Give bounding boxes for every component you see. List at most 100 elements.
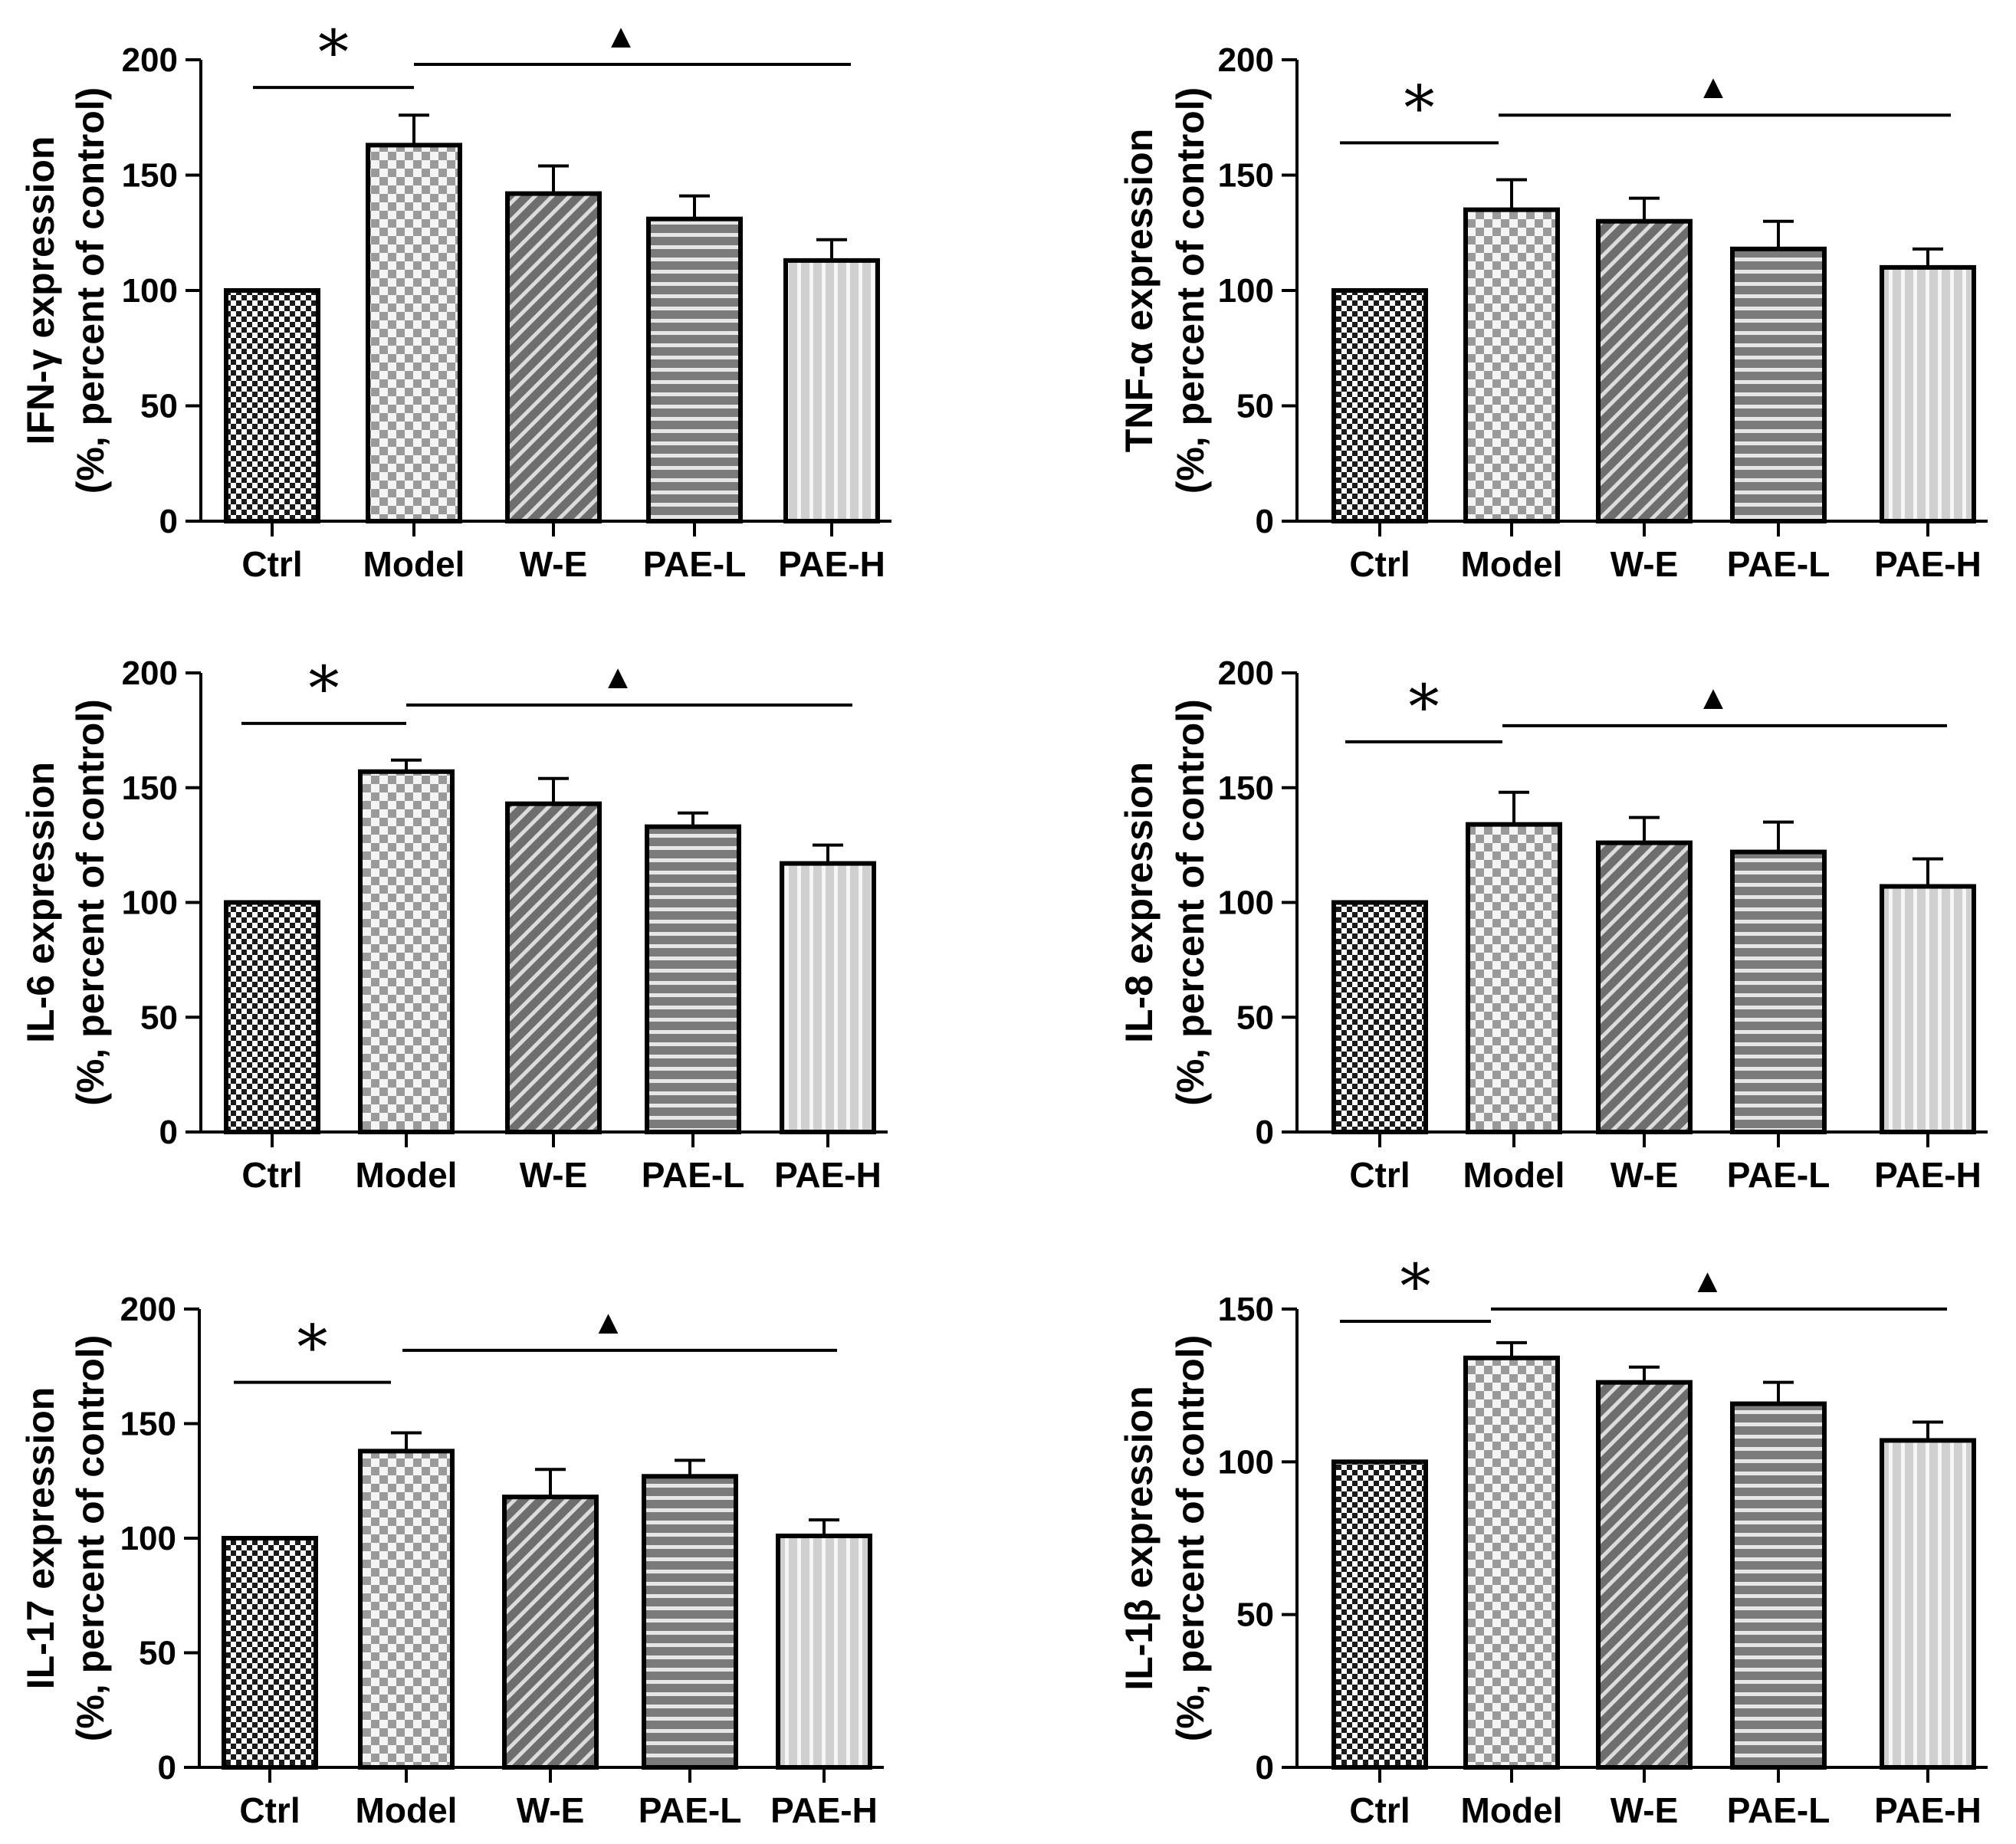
x-tick-label: PAE-H (1874, 1155, 1982, 1195)
bar-pae-l (1730, 849, 1827, 1134)
bar-pae-h (780, 861, 876, 1134)
x-tick-label: PAE-L (1727, 1790, 1830, 1830)
bar-w-e (1596, 218, 1693, 523)
bar-model (1466, 822, 1562, 1135)
bar-model (366, 143, 462, 523)
significance-star: * (1409, 671, 1440, 743)
y-tick-label: 100 (122, 272, 178, 310)
y-tick-label: 50 (140, 999, 178, 1036)
y-axis-label-line2: (%, percent of control) (1169, 87, 1212, 494)
y-tick-label: 0 (1256, 1114, 1274, 1151)
bar-w-e (505, 801, 602, 1134)
significance-star: * (297, 1312, 328, 1383)
bar-ctrl (1331, 288, 1428, 523)
significance-triangle: ▲ (592, 1304, 625, 1341)
chart-panel-5: 0 50 100 150 200 IL-17 expression (%, percent … (19, 1291, 884, 1830)
chart-panel-6: 0 50 100 150 IL-1β expression (%, percent of … (1118, 1251, 1988, 1830)
y-tick-label: 150 (1218, 157, 1274, 195)
y-axis-label-line2: (%, percent of control) (1169, 1335, 1212, 1742)
y-tick-label: 150 (122, 769, 178, 807)
y-axis-label-line1: IFN-γ expression (19, 136, 62, 445)
chart-panel-3: 0 50 100 150 200 IL-6 expression (%, percent o… (19, 653, 888, 1195)
y-tick-label: 100 (120, 1520, 176, 1557)
y-axis-label-line2: (%, percent of control) (69, 1335, 112, 1742)
y-tick-label: 50 (140, 388, 178, 425)
x-tick-label: W-E (520, 544, 588, 584)
bar-pae-l (646, 216, 743, 523)
bar-model (358, 1449, 455, 1770)
x-tick-label: PAE-L (639, 1790, 742, 1830)
bar-w-e (502, 1495, 599, 1770)
x-tick-label: W-E (1611, 1790, 1679, 1830)
bar-model (1463, 1355, 1560, 1770)
x-tick-label: Model (1463, 1155, 1565, 1195)
x-tick-label: PAE-H (1874, 1790, 1982, 1830)
y-tick-label: 50 (139, 1635, 176, 1672)
y-tick-label: 0 (158, 1749, 176, 1787)
x-tick-label: W-E (1611, 1155, 1679, 1195)
y-axis-label-line1: IL-1β expression (1118, 1386, 1161, 1690)
significance-star: * (318, 17, 349, 88)
x-tick-label: Model (363, 544, 465, 584)
x-tick-label: PAE-L (643, 544, 747, 584)
bar-pae-l (1730, 246, 1827, 523)
bar-model (358, 769, 455, 1134)
y-axis-label-line1: IL-8 expression (1118, 762, 1161, 1043)
bar-pae-l (642, 1474, 738, 1770)
chart-panel-2: 0 50 100 150 200 TNF-α expression (%, percent … (1118, 41, 1988, 584)
y-tick-label: 200 (120, 1291, 176, 1328)
y-tick-label: 100 (1218, 884, 1274, 922)
bar-w-e (1596, 1380, 1693, 1770)
x-tick-label: PAE-L (1727, 544, 1830, 584)
y-tick-label: 150 (122, 157, 178, 195)
y-tick-label: 50 (1236, 999, 1274, 1036)
bar-ctrl (222, 1536, 318, 1770)
x-tick-label: PAE-H (774, 1155, 882, 1195)
x-tick-label: Ctrl (1349, 1790, 1410, 1830)
y-tick-label: 0 (1256, 1749, 1274, 1787)
bar-pae-h (776, 1534, 872, 1770)
x-tick-label: W-E (517, 1790, 585, 1830)
x-tick-label: PAE-L (1727, 1155, 1830, 1195)
x-tick-label: Ctrl (239, 1790, 300, 1830)
y-tick-label: 50 (1236, 1596, 1274, 1634)
x-tick-label: Model (356, 1155, 458, 1195)
significance-triangle: ▲ (1696, 679, 1730, 717)
bar-pae-l (645, 824, 741, 1135)
y-tick-label: 100 (122, 884, 178, 922)
bar-ctrl (224, 900, 320, 1134)
y-axis-label-line1: IL-6 expression (19, 762, 62, 1043)
y-axis-label-line1: IL-17 expression (19, 1387, 62, 1690)
y-tick-label: 200 (1218, 655, 1274, 692)
y-tick-label: 150 (120, 1406, 176, 1443)
x-tick-label: PAE-H (1874, 544, 1982, 584)
bar-w-e (505, 191, 602, 524)
y-tick-label: 100 (1218, 1443, 1274, 1481)
bar-w-e (1596, 840, 1693, 1134)
bar-ctrl (1331, 900, 1428, 1134)
bar-model (1463, 207, 1560, 523)
bar-ctrl (1331, 1459, 1428, 1770)
x-tick-label: Ctrl (1349, 544, 1410, 584)
bar-ctrl (224, 288, 320, 523)
y-tick-label: 0 (159, 503, 178, 540)
chart-panel-4: 0 50 100 150 200 IL-8 expression (%, percent o… (1118, 655, 1988, 1195)
x-tick-label: Model (1461, 1790, 1563, 1830)
y-axis-label-line2: (%, percent of control) (69, 87, 112, 494)
x-tick-label: PAE-L (642, 1155, 745, 1195)
x-tick-label: W-E (520, 1155, 588, 1195)
significance-star: * (1404, 72, 1435, 143)
x-tick-label: Model (1461, 544, 1563, 584)
significance-star: * (1400, 1251, 1431, 1322)
y-tick-label: 200 (122, 655, 178, 692)
y-tick-label: 150 (1218, 1291, 1274, 1328)
bar-pae-h (1880, 264, 1976, 523)
y-tick-label: 100 (1218, 272, 1274, 310)
y-axis-label-line2: (%, percent of control) (1169, 699, 1212, 1106)
x-tick-label: Ctrl (241, 1155, 302, 1195)
x-tick-label: Ctrl (1349, 1155, 1410, 1195)
y-tick-label: 150 (1218, 769, 1274, 807)
significance-triangle: ▲ (1691, 1262, 1725, 1300)
